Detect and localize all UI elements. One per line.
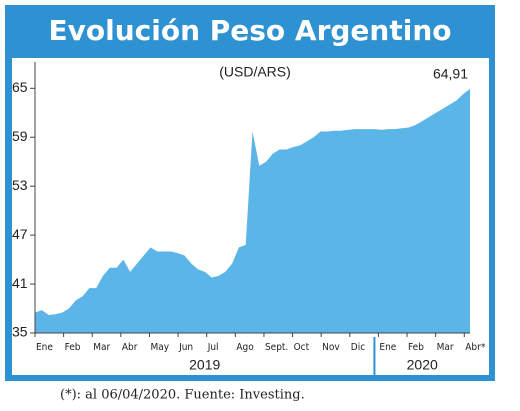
- x-tick-label: Jun: [178, 342, 193, 353]
- x-tick-label: Ene: [379, 342, 396, 353]
- y-tick-label: 65: [12, 79, 28, 95]
- x-tick-label: Feb: [65, 342, 81, 353]
- subtitle: (USD/ARS): [219, 64, 291, 80]
- x-tick-label: Mar: [437, 342, 454, 353]
- x-tick-label: Mar: [93, 342, 110, 353]
- chart-title: Evolución Peso Argentino: [48, 14, 451, 47]
- y-tick-label: 47: [12, 226, 28, 242]
- x-tick-label: Sept.: [265, 342, 288, 353]
- y-tick-label: 59: [12, 128, 28, 144]
- x-tick-label: Jul: [207, 342, 219, 353]
- x-tick-label: Nov: [322, 342, 340, 353]
- y-tick-label: 53: [12, 177, 28, 193]
- x-tick-label: May: [150, 342, 169, 353]
- y-tick-label: 41: [12, 275, 28, 291]
- x-tick-label: Feb: [408, 342, 424, 353]
- year-label: 2019: [189, 357, 220, 373]
- x-tick-label: Abr: [122, 342, 138, 353]
- y-tick-label: 35: [12, 324, 28, 340]
- area: [35, 89, 470, 333]
- x-tick-label: Dic: [351, 342, 365, 353]
- x-tick-label: Abr*: [465, 342, 486, 353]
- x-tick-label: Oct: [294, 342, 310, 353]
- footnote: (*): al 06/04/2020. Fuente: Investing.: [60, 388, 305, 403]
- x-tick-label: Ago: [236, 342, 254, 353]
- end-label: 64,91: [433, 66, 468, 82]
- x-tick-label: Ene: [36, 342, 53, 353]
- year-label: 2020: [407, 357, 438, 373]
